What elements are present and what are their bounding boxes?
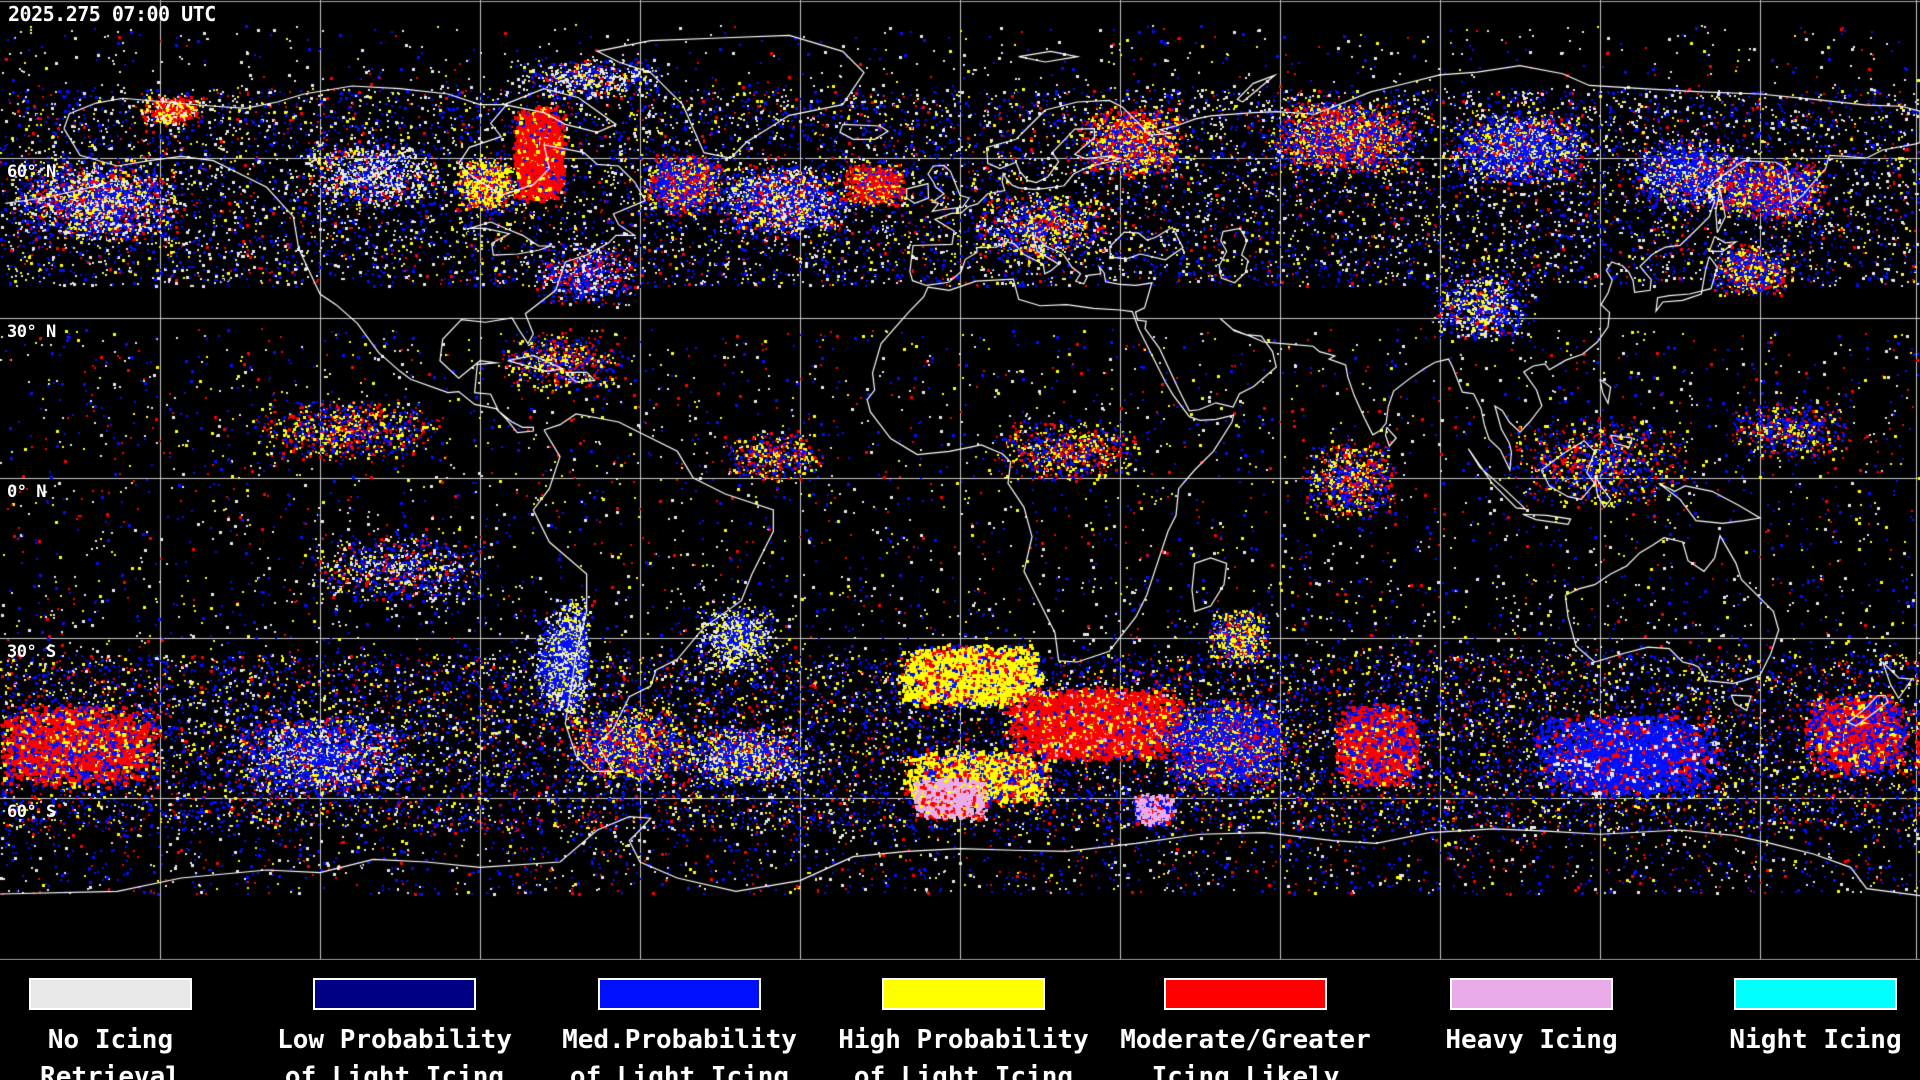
legend-bar: No Icing Retrieval Low Probability of Light… <box>0 960 1920 1080</box>
legend-swatch-3 <box>882 978 1045 1010</box>
legend-label-3: High Probability of Light Icing <box>838 1025 1089 1080</box>
lat-label-4: 60° S <box>7 802 56 822</box>
legend-swatch-2 <box>598 978 761 1010</box>
legend-swatch-5 <box>1450 978 1613 1010</box>
lat-label-2: 0° N <box>7 482 46 502</box>
legend-swatch-0 <box>29 978 192 1010</box>
legend-label-1: Low Probability of Light Icing <box>277 1025 512 1080</box>
icing-map-canvas <box>0 0 1920 960</box>
lat-label-1: 30° N <box>7 322 56 342</box>
legend-swatch-6 <box>1734 978 1897 1010</box>
legend-swatch-4 <box>1164 978 1327 1010</box>
lat-label-0: 60° N <box>7 162 56 182</box>
legend-label-2: Med.Probability of Light Icing <box>562 1025 797 1080</box>
world-icing-map: 2025.275 07:00 UTC 60° N 30° N 0° N 30° S 60… <box>0 0 1920 960</box>
timestamp-label: 2025.275 07:00 UTC <box>8 2 216 26</box>
legend-swatch-1 <box>313 978 476 1010</box>
lat-label-3: 30° S <box>7 642 56 662</box>
legend-label-6: Night Icing <box>1729 1025 1902 1055</box>
legend-label-0: No Icing Retrieval <box>40 1025 181 1080</box>
legend-label-4: Moderate/Greater Icing Likely <box>1120 1025 1371 1080</box>
legend-label-5: Heavy Icing <box>1445 1025 1618 1055</box>
